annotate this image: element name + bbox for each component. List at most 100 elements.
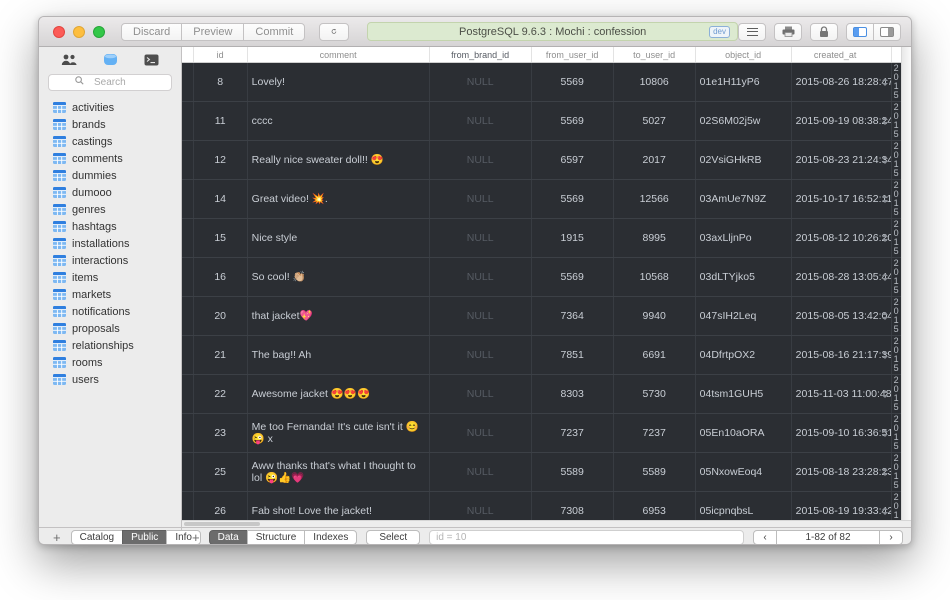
cell-to_user_id[interactable]: 2017 xyxy=(614,141,696,179)
prev-page-button[interactable]: ‹ xyxy=(753,529,777,544)
next-page-button[interactable]: › xyxy=(879,529,903,544)
cell-from_brand_id[interactable]: NULL xyxy=(430,297,532,335)
users-mode-icon[interactable] xyxy=(61,54,77,66)
datetime-stepper-icon[interactable] xyxy=(881,234,888,242)
cell-to_user_id[interactable]: 9940 xyxy=(614,297,696,335)
lock-button[interactable] xyxy=(810,22,838,41)
cell-from_user_id[interactable]: 7851 xyxy=(532,336,614,374)
sidebar-item-relationships[interactable]: relationships xyxy=(39,337,181,354)
cell-comment[interactable]: that jacket💖 xyxy=(248,297,430,335)
cell-comment[interactable]: Really nice sweater doll!! 😍 xyxy=(248,141,430,179)
table-row[interactable]: 20 that jacket💖 NULL 7364 9940 047sIH2Leq 201… xyxy=(181,297,911,336)
cell-to_user_id[interactable]: 8995 xyxy=(614,219,696,257)
tab-indexes[interactable]: Indexes xyxy=(304,529,358,544)
cell-id[interactable]: 14 xyxy=(194,180,248,218)
cell-comment[interactable]: Fab shot! Love the jacket! xyxy=(248,492,430,520)
preview-button[interactable]: Preview xyxy=(181,22,245,41)
cell-to_user_id[interactable]: 10568 xyxy=(614,258,696,296)
sidebar-item-genres[interactable]: genres xyxy=(39,201,181,218)
cell-object_id[interactable]: 047sIH2Leq xyxy=(696,297,792,335)
cell-object_id[interactable]: 02S6M02j5w xyxy=(696,102,792,140)
cell-from_brand_id[interactable]: NULL xyxy=(430,492,532,520)
cell-to_user_id[interactable]: 7237 xyxy=(614,414,696,452)
cell-created_at[interactable]: 2015-08-19 19:33:42.... xyxy=(792,492,892,520)
sql-query-mode-icon[interactable] xyxy=(144,54,159,66)
cell-from_brand_id[interactable]: NULL xyxy=(430,258,532,296)
cell-id[interactable]: 20 xyxy=(194,297,248,335)
cell-id[interactable]: 22 xyxy=(194,375,248,413)
cell-id[interactable]: 26 xyxy=(194,492,248,520)
cell-created_at[interactable]: 2015-09-19 08:38:24... xyxy=(792,102,892,140)
cell-from_brand_id[interactable]: NULL xyxy=(430,414,532,452)
cell-id[interactable]: 16 xyxy=(194,258,248,296)
cell-to_user_id[interactable]: 10806 xyxy=(614,63,696,101)
cell-created_at[interactable]: 2015-09-10 16:36:51... xyxy=(792,414,892,452)
sidebar-item-proposals[interactable]: proposals xyxy=(39,320,181,337)
vertical-scrollbar[interactable] xyxy=(901,47,911,520)
cell-comment[interactable]: Awesome jacket 😍😍😍 xyxy=(248,375,430,413)
cell-to_user_id[interactable]: 6691 xyxy=(614,336,696,374)
datetime-stepper-icon[interactable] xyxy=(881,156,888,164)
cell-comment[interactable]: Me too Fernanda! It's cute isn't it 😊 😜 … xyxy=(248,414,430,452)
column-header-created_at[interactable]: created_at xyxy=(792,47,892,62)
cell-comment[interactable]: cccc xyxy=(248,102,430,140)
zoom-window-button[interactable] xyxy=(93,25,105,38)
table-row[interactable]: 14 Great video! 💥. NULL 5569 12566 03AmUe7N9Z… xyxy=(181,180,911,219)
table-row[interactable]: 11 cccc NULL 5569 5027 02S6M02j5w 2015-09-19 0… xyxy=(181,102,911,141)
cell-from_user_id[interactable]: 5569 xyxy=(532,258,614,296)
cell-created_at[interactable]: 2015-08-26 18:28:47.... xyxy=(792,63,892,101)
cell-to_user_id[interactable]: 5027 xyxy=(614,102,696,140)
table-row[interactable]: 12 Really nice sweater doll!! 😍 NULL 6597 20… xyxy=(181,141,911,180)
sidebar-item-comments[interactable]: comments xyxy=(39,150,181,167)
cell-object_id[interactable]: 01e1H11yP6 xyxy=(696,63,792,101)
cell-comment[interactable]: The bag!! Ah xyxy=(248,336,430,374)
search-input[interactable] xyxy=(48,74,172,91)
select-button[interactable]: Select xyxy=(366,529,421,544)
cell-from_brand_id[interactable]: NULL xyxy=(430,102,532,140)
cell-from_user_id[interactable]: 5569 xyxy=(532,180,614,218)
sidebar-item-activities[interactable]: activities xyxy=(39,99,181,116)
datetime-stepper-icon[interactable] xyxy=(881,78,888,86)
cell-id[interactable]: 8 xyxy=(194,63,248,101)
minimize-window-button[interactable] xyxy=(73,25,85,38)
sidebar-item-rooms[interactable]: rooms xyxy=(39,354,181,371)
datetime-stepper-icon[interactable] xyxy=(881,195,888,203)
cell-object_id[interactable]: 05En10aORA xyxy=(696,414,792,452)
column-header-id[interactable]: id xyxy=(194,47,248,62)
cell-from_brand_id[interactable]: NULL xyxy=(430,219,532,257)
sidebar-item-castings[interactable]: castings xyxy=(39,133,181,150)
cell-object_id[interactable]: 05icpnqbsL xyxy=(696,492,792,520)
tab-data[interactable]: Data xyxy=(208,529,248,544)
cell-from_brand_id[interactable]: NULL xyxy=(430,180,532,218)
sidebar-item-dummies[interactable]: dummies xyxy=(39,167,181,184)
column-header-object_id[interactable]: object_id xyxy=(696,47,792,62)
cell-created_at[interactable]: 2015-08-18 23:28:23... xyxy=(792,453,892,491)
cell-from_brand_id[interactable]: NULL xyxy=(430,453,532,491)
table-row[interactable]: 25 Aww thanks that's what I thought to lo… xyxy=(181,453,911,492)
tab-catalog[interactable]: Catalog xyxy=(70,529,124,544)
cell-created_at[interactable]: 2015-08-05 13:42:04... xyxy=(792,297,892,335)
cell-from_brand_id[interactable]: NULL xyxy=(430,375,532,413)
cell-comment[interactable]: Lovely! xyxy=(248,63,430,101)
datetime-stepper-icon[interactable] xyxy=(881,273,888,281)
filter-input[interactable] xyxy=(429,529,744,544)
refresh-button[interactable] xyxy=(319,22,350,41)
cell-comment[interactable]: Nice style xyxy=(248,219,430,257)
cell-comment[interactable]: Great video! 💥. xyxy=(248,180,430,218)
sidebar-item-items[interactable]: items xyxy=(39,269,181,286)
cell-comment[interactable]: So cool! 👏🏼 xyxy=(248,258,430,296)
cell-created_at[interactable]: 2015-11-03 11:00:48.... xyxy=(792,375,892,413)
column-header-to_user_id[interactable]: to_user_id xyxy=(614,47,696,62)
cell-to_user_id[interactable]: 5589 xyxy=(614,453,696,491)
add-row-button[interactable]: + xyxy=(192,529,200,545)
cell-from_user_id[interactable]: 5569 xyxy=(532,102,614,140)
cell-object_id[interactable]: 04DfrtpOX2 xyxy=(696,336,792,374)
tab-structure[interactable]: Structure xyxy=(246,529,306,544)
cell-created_at[interactable]: 2015-08-23 21:24:34.... xyxy=(792,141,892,179)
horizontal-scrollbar[interactable] xyxy=(181,520,911,527)
toggle-left-sidebar-button[interactable] xyxy=(846,22,874,41)
cell-id[interactable]: 12 xyxy=(194,141,248,179)
table-row[interactable]: 15 Nice style NULL 1915 8995 03axLljnPo 2015-0… xyxy=(181,219,911,258)
cell-id[interactable]: 11 xyxy=(194,102,248,140)
table-row[interactable]: 8 Lovely! NULL 5569 10806 01e1H11yP6 2015-08-2… xyxy=(181,63,911,102)
